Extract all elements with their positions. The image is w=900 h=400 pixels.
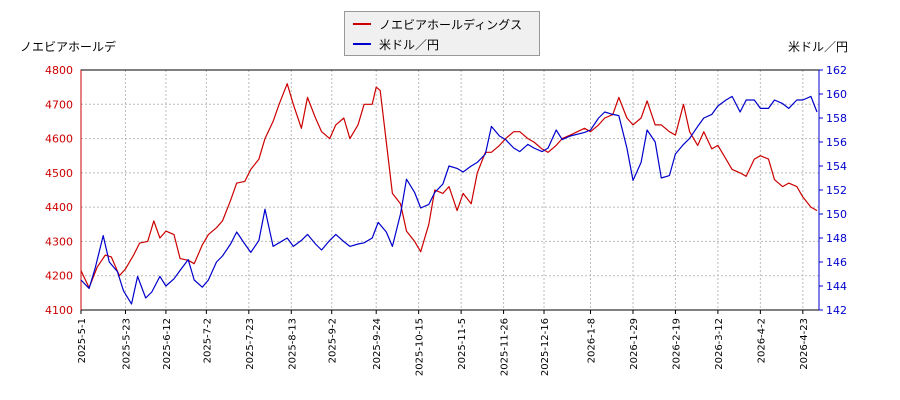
x-tick-label: 2026-1-8 [587,318,598,363]
left-tick-label: 4300 [45,235,73,248]
right-tick-label: 146 [826,256,847,269]
x-tick-label: 2025-5-23 [121,318,132,370]
x-tick-label: 2025-8-13 [287,318,298,370]
right-tick-label: 152 [826,184,847,197]
x-tick-label: 2025-11-5 [457,318,468,370]
right-tick-label: 162 [826,64,847,77]
left-tick-label: 4400 [45,201,73,214]
series-layer [80,83,818,305]
x-tick-label: 2025-7-2 [202,318,213,363]
right-tick-label: 144 [826,280,847,293]
legend-label-stock: ノエビアホールディングス [379,17,523,32]
series-line-stock [80,83,818,289]
left-tick-label: 4600 [45,133,73,146]
right-tick-label: 156 [826,136,847,149]
legend: ノエビアホールディングス 米ドル／円 [344,11,540,56]
x-tick-label: 2025-9-24 [372,318,383,370]
x-tick-label: 2025-11-26 [500,318,511,376]
left-tick-label: 4100 [45,304,73,317]
x-tick-label: 2025-6-12 [162,318,173,370]
series-line-usdjpy [80,95,818,305]
right-tick-label: 150 [826,208,847,221]
left-axis-ticks: 4100 4200 4300 4400 4500 4600 4700 4800 [45,64,73,317]
x-tick-label: 2025-5-1 [77,318,88,363]
legend-label-usdjpy: 米ドル／円 [379,37,440,52]
left-tick-label: 4800 [45,64,73,77]
x-tick-label: 2025-12-16 [540,318,551,376]
x-tick-label: 2026-2-19 [671,318,682,370]
right-tick-label: 154 [826,160,847,173]
right-axis-ticks: 142 144 146 148 150 152 154 156 158 160 162 [819,64,847,317]
x-tick-label: 2025-7-23 [245,318,256,370]
x-tick-label: 2026-4-2 [756,318,767,363]
x-tick-label: 2026-3-12 [714,318,725,370]
right-tick-label: 160 [826,88,847,101]
x-tick-label: 2026-1-29 [629,318,640,370]
right-tick-label: 158 [826,112,847,125]
left-tick-label: 4500 [45,167,73,180]
left-tick-label: 4700 [45,98,73,111]
legend-swatch-blue [353,43,371,45]
right-axis-label: 米ドル／円 [788,40,849,54]
x-axis-ticks: 2025-5-1 2025-5-23 2025-6-12 2025-7-2 2025-7… [77,310,810,376]
left-tick-label: 4200 [45,270,73,283]
legend-item-stock: ノエビアホールディングス [353,15,522,33]
x-tick-label: 2025-9-2 [328,318,339,363]
legend-item-usdjpy: 米ドル／円 [353,35,439,53]
left-axis-label: ノエビアホールデ [20,40,117,54]
right-tick-label: 148 [826,232,847,245]
right-tick-label: 142 [826,304,847,317]
x-tick-label: 2025-10-15 [415,318,426,376]
x-tick-label: 2026-4-23 [799,318,810,370]
legend-swatch-red [353,23,371,25]
